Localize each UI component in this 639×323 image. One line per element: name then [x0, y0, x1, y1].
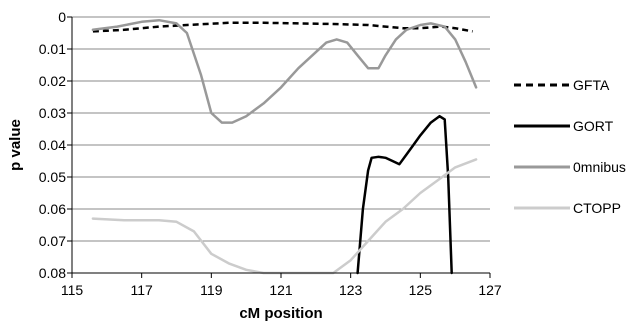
series-line-ctopp — [91, 158, 478, 275]
x-tick-label: 121 — [269, 282, 293, 298]
series-line-0mnibus — [91, 18, 478, 124]
series-line-gort — [356, 114, 453, 275]
y-tick-label: 0.08 — [39, 265, 66, 281]
y-tick-label: 0.07 — [39, 233, 66, 249]
x-tick-label: 115 — [61, 282, 84, 298]
gridlines — [72, 16, 490, 242]
x-tick-label: 119 — [200, 282, 223, 298]
x-tick-labels: 115 117 119 121 123 125 127 — [61, 273, 502, 298]
y-tick-label: 0.02 — [39, 73, 66, 89]
x-tick-label: 123 — [339, 282, 363, 298]
y-tick-label: 0.03 — [39, 105, 66, 121]
legend-label-gfta: GFTA — [573, 77, 610, 93]
legend-label-gort: GORT — [573, 118, 614, 134]
legend-label-ctopp: CTOPP — [573, 200, 621, 216]
y-axis-label: p value — [7, 119, 24, 171]
series-lines — [91, 18, 478, 275]
y-tick-labels: 0 0.01 0.02 0.03 0.04 0.05 0.06 0.07 0.08 — [39, 9, 72, 281]
series-line-gfta — [92, 21, 473, 33]
x-axis-label: cM position — [239, 305, 322, 322]
y-tick-label: 0.04 — [39, 137, 66, 153]
y-tick-label: 0.01 — [39, 41, 66, 57]
legend-label-0mnibus: 0mnibus — [573, 159, 626, 175]
x-tick-label: 125 — [409, 282, 433, 298]
x-tick-label: 117 — [131, 282, 154, 298]
x-tick-label: 127 — [478, 282, 502, 298]
y-tick-label: 0.05 — [39, 169, 66, 185]
legend: GFTA GORT 0mnibus CTOPP — [514, 77, 626, 216]
y-tick-label: 0 — [58, 9, 66, 25]
y-tick-label: 0.06 — [39, 201, 66, 217]
